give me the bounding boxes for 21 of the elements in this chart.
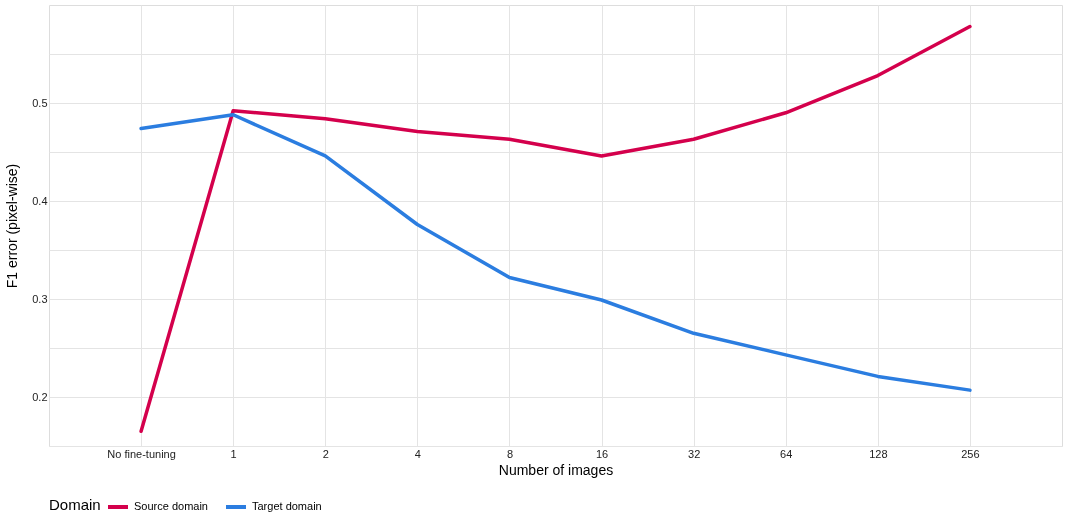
legend-label: Target domain — [252, 500, 322, 512]
x-tick-label: 32 — [688, 447, 701, 460]
x-axis-title: Number of images — [498, 461, 614, 478]
y-axis-title: F1 error (pixel-wise) — [4, 163, 21, 289]
line-series — [139, 24, 972, 434]
x-tick-label: 256 — [961, 447, 980, 460]
x-tick-label: 2 — [322, 447, 329, 460]
x-tick-label: 4 — [414, 447, 421, 460]
y-tick-label: 0.4 — [32, 194, 48, 207]
legend-label: Source domain — [134, 500, 208, 512]
y-tick-label: 0.3 — [32, 292, 48, 305]
x-tick-label: 1 — [230, 447, 237, 460]
y-tick-label: 0.5 — [32, 96, 48, 109]
x-tick-label: 16 — [595, 447, 609, 460]
x-tick-label: 64 — [780, 447, 793, 460]
x-tick-label: 128 — [869, 447, 888, 460]
x-tick-label: No fine-tuning — [107, 447, 176, 460]
line-series — [139, 113, 972, 392]
y-tick-label: 0.2 — [32, 390, 48, 403]
x-tick-label: 8 — [506, 447, 514, 460]
legend-title: Domain — [49, 496, 101, 513]
